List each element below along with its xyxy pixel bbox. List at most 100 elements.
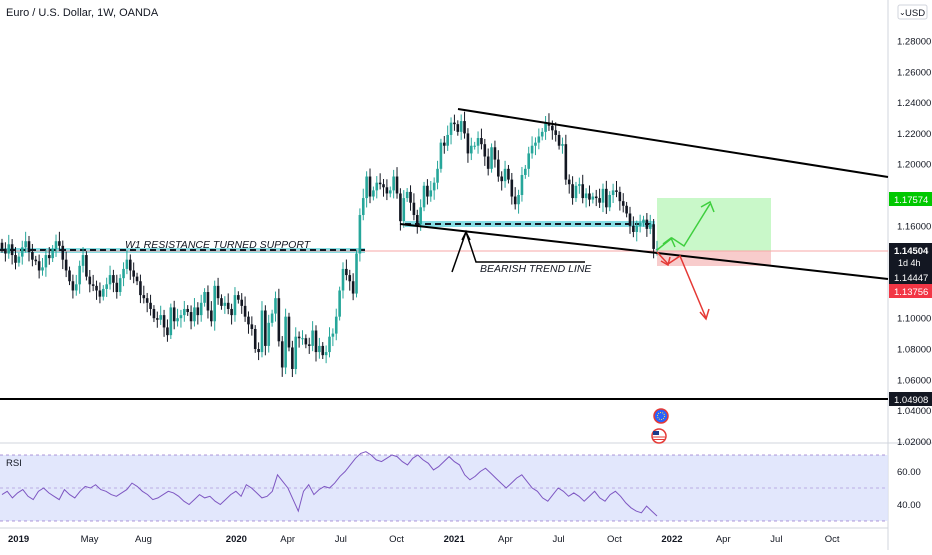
candle-body xyxy=(159,315,162,320)
candle-body xyxy=(284,316,287,368)
candle-body xyxy=(453,122,456,125)
candle-body xyxy=(264,310,267,346)
time-tick-label: Jul xyxy=(335,534,347,545)
candle-body xyxy=(280,341,284,368)
candle-body xyxy=(145,298,149,303)
candle-body xyxy=(199,302,203,316)
candle-body xyxy=(324,352,328,356)
candle-body xyxy=(314,330,318,353)
bearish-small-arrowhead-icon xyxy=(660,256,671,267)
candle-body xyxy=(47,255,51,259)
candle-body xyxy=(328,336,331,353)
candle-body xyxy=(422,185,426,208)
time-tick-label: Oct xyxy=(825,534,840,545)
candle-body xyxy=(409,191,412,203)
time-tick-label: Oct xyxy=(389,534,404,545)
candle-body xyxy=(149,302,152,309)
currency-button[interactable]: USD ⌄ xyxy=(897,4,928,20)
candle-body xyxy=(24,241,27,248)
candle-body xyxy=(480,138,483,145)
economic-event-us-icon[interactable] xyxy=(651,428,667,444)
bearish-arrowhead-icon xyxy=(699,308,710,321)
svg-text:1d 4h: 1d 4h xyxy=(898,258,921,268)
candle-body xyxy=(291,347,294,370)
time-tick-label: Jul xyxy=(553,534,565,545)
candles-group xyxy=(0,111,659,378)
svg-text:1.17574: 1.17574 xyxy=(894,195,928,206)
candle-body xyxy=(260,310,264,353)
candle-body xyxy=(10,244,14,256)
time-tick-label: Apr xyxy=(716,534,731,545)
candle-body xyxy=(58,241,61,246)
candle-body xyxy=(186,308,189,313)
candle-body xyxy=(578,184,581,186)
price-tick-label: 1.20000 xyxy=(897,160,931,171)
candle-body xyxy=(307,344,311,346)
candle-body xyxy=(176,318,179,322)
candle-body xyxy=(382,184,385,188)
candle-body xyxy=(476,138,480,146)
time-axis[interactable]: 2019 May Aug 2020 Apr Jul Oct 2021 Apr Jul Oct 2022… xyxy=(8,534,840,545)
candle-body xyxy=(540,131,544,137)
candle-body xyxy=(355,253,358,294)
candle-body xyxy=(426,185,429,197)
price-tick-label: 1.08000 xyxy=(897,345,931,356)
candle-body xyxy=(267,322,271,346)
candle-body xyxy=(156,318,159,320)
candle-body xyxy=(213,285,217,322)
economic-event-eu-icon[interactable] xyxy=(653,408,669,424)
candle-body xyxy=(142,295,146,299)
time-tick-label: Aug xyxy=(135,534,152,545)
bearish-projection-arrow xyxy=(656,251,707,319)
price-tick-label: 1.26000 xyxy=(897,67,931,78)
candle-body xyxy=(493,147,497,160)
candle-body xyxy=(345,268,348,276)
low-line-price-label: 1.04908 xyxy=(889,392,932,406)
candle-body xyxy=(166,327,169,336)
candle-body xyxy=(486,156,490,169)
candle-body xyxy=(7,244,11,254)
candle-body xyxy=(183,308,186,316)
candle-body xyxy=(233,295,237,316)
candle-body xyxy=(91,284,95,286)
candle-body xyxy=(402,198,406,222)
candle-body xyxy=(321,345,325,356)
candle-body xyxy=(561,144,564,146)
candle-body xyxy=(14,255,17,263)
candle-body xyxy=(534,142,537,146)
candle-body xyxy=(71,281,75,291)
candle-body xyxy=(118,278,122,293)
candle-body xyxy=(439,142,443,169)
channel-upper-line xyxy=(457,108,889,178)
candle-body xyxy=(81,255,85,266)
candle-body xyxy=(243,305,247,317)
channel-lower-line xyxy=(399,223,889,280)
candle-body xyxy=(297,336,301,339)
candle-body xyxy=(632,225,635,232)
time-tick-label: 2019 xyxy=(8,534,29,545)
candle-body xyxy=(432,182,436,191)
current-price-label: 1.14504 1d 4h xyxy=(889,243,932,270)
candle-body xyxy=(20,247,24,257)
candle-body xyxy=(311,330,314,346)
candle-body xyxy=(419,207,422,225)
candle-body xyxy=(88,276,92,285)
candle-body xyxy=(247,316,250,325)
candle-body xyxy=(621,201,625,206)
price-axis[interactable]: 1.28000 1.26000 1.24000 1.22000 1.20000 1.160… xyxy=(897,37,931,448)
support-label: W1 RESISTANCE TURNED SUPPORT xyxy=(125,239,312,251)
candle-body xyxy=(517,195,520,205)
candle-body xyxy=(304,338,308,345)
time-tick-label: Apr xyxy=(280,534,295,545)
time-tick-label: Jul xyxy=(770,534,782,545)
candle-body xyxy=(645,219,649,229)
candle-body xyxy=(152,308,156,319)
candle-body xyxy=(115,282,119,293)
candle-body xyxy=(17,256,21,263)
candle-body xyxy=(135,276,139,282)
candle-body xyxy=(125,259,129,269)
candle-body xyxy=(470,145,473,154)
price-tick-label: 1.10000 xyxy=(897,314,931,325)
